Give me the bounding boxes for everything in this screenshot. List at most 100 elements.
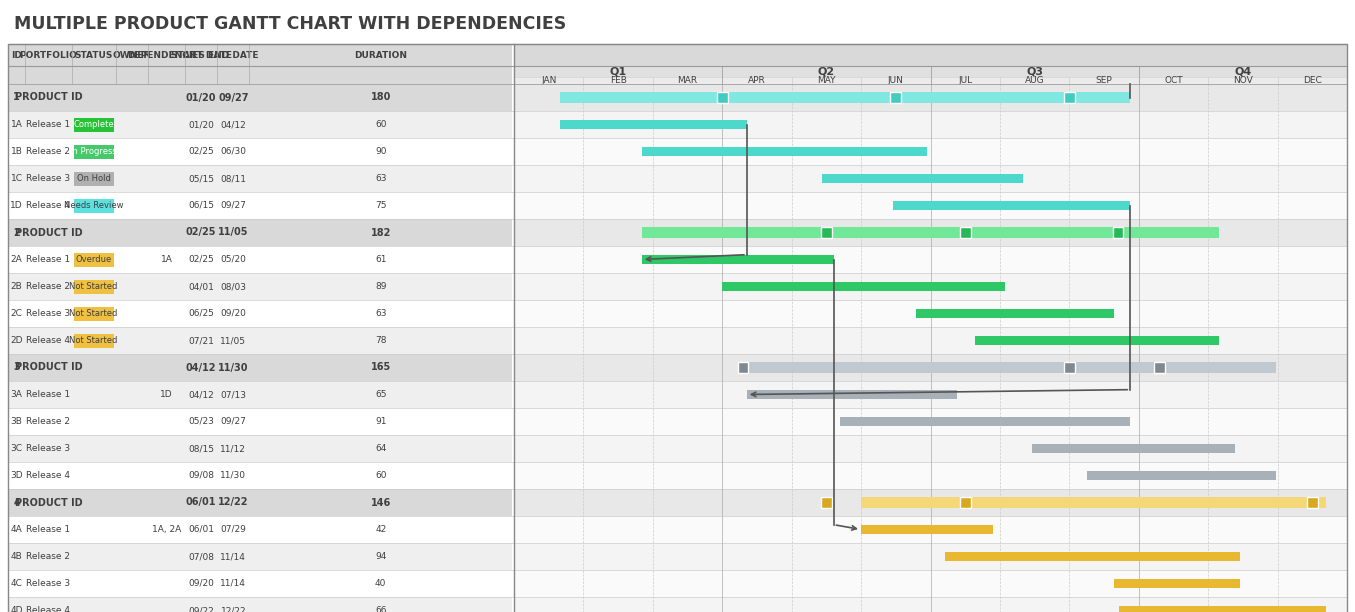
Text: 02/25: 02/25: [186, 228, 217, 237]
Bar: [73, 198, 114, 212]
Bar: [73, 253, 114, 266]
Text: 2: 2: [14, 228, 20, 237]
Bar: [8, 219, 512, 246]
Bar: [860, 524, 993, 534]
Text: JUN: JUN: [888, 76, 904, 85]
Text: 3D: 3D: [11, 471, 23, 480]
Text: Overdue: Overdue: [76, 255, 112, 264]
Text: 2A: 2A: [11, 255, 23, 264]
Text: In Progress: In Progress: [70, 147, 117, 156]
Text: MAY: MAY: [817, 76, 836, 85]
Text: SEP: SEP: [1096, 76, 1112, 85]
Text: 60: 60: [375, 471, 386, 480]
Text: 75: 75: [375, 201, 386, 210]
Text: 09/27: 09/27: [221, 417, 247, 426]
Bar: [514, 543, 1347, 570]
Text: 11/14: 11/14: [221, 579, 247, 588]
Bar: [642, 228, 1220, 237]
Text: 01/20: 01/20: [186, 92, 217, 102]
Text: 11/05: 11/05: [221, 336, 247, 345]
Text: Release 1: Release 1: [26, 120, 70, 129]
Text: 4: 4: [14, 498, 20, 507]
Text: Q3: Q3: [1026, 67, 1043, 76]
Text: 11/05: 11/05: [218, 228, 248, 237]
Bar: [514, 66, 1347, 77]
Text: Release 1: Release 1: [26, 390, 70, 399]
Bar: [946, 551, 1240, 561]
Text: 60: 60: [375, 120, 386, 129]
Text: 09/20: 09/20: [188, 579, 214, 588]
Text: DURATION: DURATION: [354, 51, 408, 59]
Bar: [514, 84, 1347, 111]
Text: 90: 90: [375, 147, 386, 156]
Text: 91: 91: [375, 417, 386, 426]
Text: 1: 1: [14, 92, 20, 102]
Text: Not Started: Not Started: [69, 309, 118, 318]
Bar: [73, 307, 114, 321]
Text: 3: 3: [14, 362, 20, 373]
Text: 3C: 3C: [11, 444, 23, 453]
Text: MULTIPLE PRODUCT GANTT CHART WITH DEPENDENCIES: MULTIPLE PRODUCT GANTT CHART WITH DEPEND…: [14, 15, 566, 33]
Text: 12/22: 12/22: [218, 498, 248, 507]
Text: 40: 40: [375, 579, 386, 588]
Bar: [8, 408, 512, 435]
Bar: [73, 171, 114, 185]
Bar: [931, 77, 1000, 84]
Bar: [1033, 444, 1236, 453]
Bar: [722, 77, 791, 84]
Text: 11/30: 11/30: [218, 362, 248, 373]
Bar: [653, 77, 722, 84]
Text: Complete: Complete: [73, 120, 114, 129]
Text: PRODUCT ID: PRODUCT ID: [15, 228, 83, 237]
Text: 04/12: 04/12: [188, 390, 214, 399]
Bar: [642, 147, 927, 156]
Text: 4A: 4A: [11, 525, 23, 534]
Text: 63: 63: [375, 174, 386, 183]
Text: Release 4: Release 4: [26, 201, 70, 210]
Text: 1A, 2A: 1A, 2A: [152, 525, 182, 534]
Bar: [8, 300, 512, 327]
Bar: [514, 462, 1347, 489]
Bar: [1000, 77, 1069, 84]
Text: 182: 182: [370, 228, 390, 237]
Text: 09/27: 09/27: [218, 92, 248, 102]
Text: 05/23: 05/23: [188, 417, 214, 426]
Text: DEPENDENCIES: DEPENDENCIES: [127, 51, 206, 59]
Bar: [8, 111, 512, 138]
Bar: [747, 362, 1276, 373]
Text: 63: 63: [375, 309, 386, 318]
Bar: [1138, 77, 1209, 84]
Text: 06/01: 06/01: [186, 498, 217, 507]
Text: 1A: 1A: [161, 255, 172, 264]
Text: STATUS: STATUS: [75, 51, 112, 59]
Text: 2C: 2C: [11, 309, 23, 318]
Bar: [8, 273, 512, 300]
Text: APR: APR: [748, 76, 766, 85]
Text: 61: 61: [375, 255, 386, 264]
Text: PRODUCT ID: PRODUCT ID: [15, 362, 83, 373]
Bar: [976, 335, 1220, 345]
Bar: [1119, 606, 1327, 612]
Text: 04/12: 04/12: [221, 120, 247, 129]
Bar: [8, 543, 512, 570]
Bar: [514, 435, 1347, 462]
Text: 07/21: 07/21: [188, 336, 214, 345]
Text: 4B: 4B: [11, 552, 23, 561]
Text: 02/25: 02/25: [188, 147, 214, 156]
Bar: [514, 300, 1347, 327]
Bar: [8, 489, 512, 516]
Text: 42: 42: [375, 525, 386, 534]
Text: 05/15: 05/15: [188, 174, 214, 183]
Bar: [916, 308, 1114, 318]
Text: 64: 64: [375, 444, 386, 453]
Bar: [514, 516, 1347, 543]
Bar: [8, 570, 512, 597]
Text: 1C: 1C: [11, 174, 23, 183]
Text: Not Started: Not Started: [69, 282, 118, 291]
Text: 3A: 3A: [11, 390, 23, 399]
Bar: [1087, 471, 1276, 480]
Text: 4C: 4C: [11, 579, 23, 588]
Text: MAR: MAR: [678, 76, 698, 85]
Bar: [8, 246, 512, 273]
Text: 66: 66: [375, 606, 386, 612]
